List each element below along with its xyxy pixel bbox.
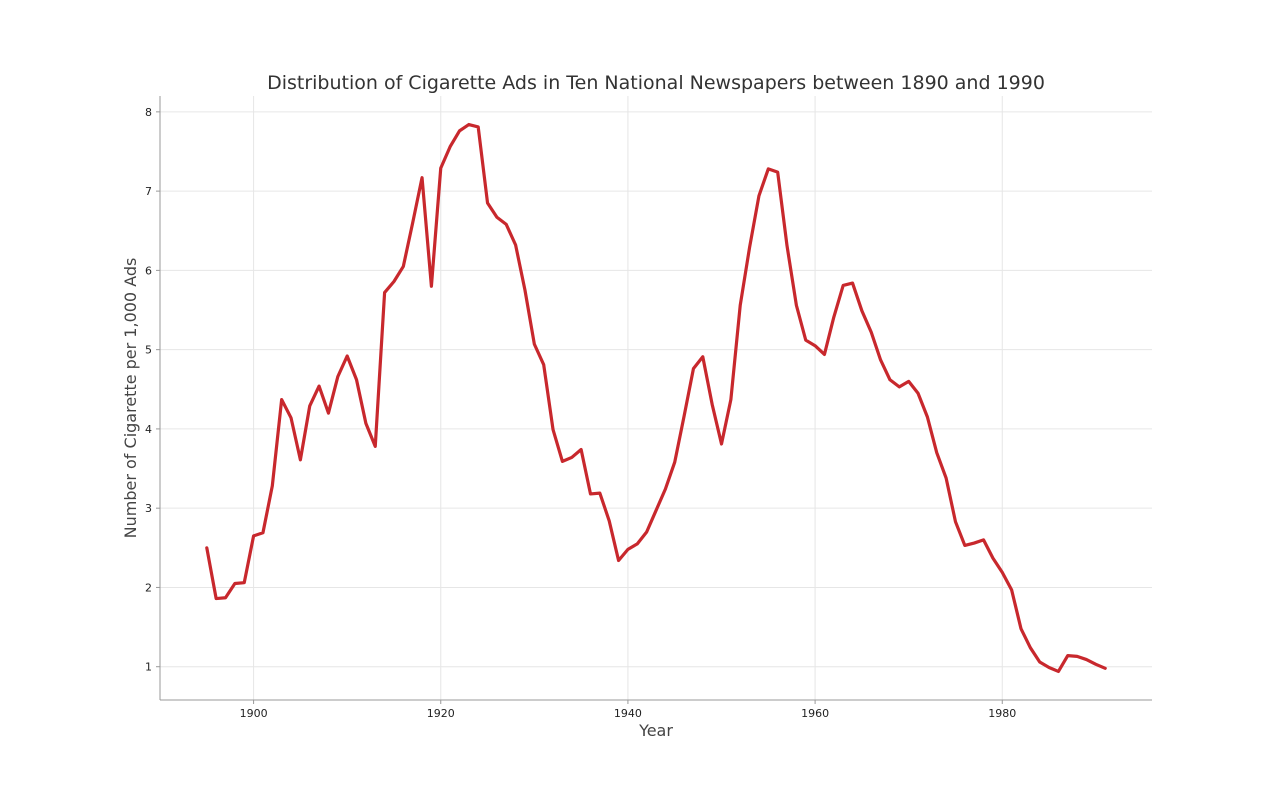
y-tick-label: 1 [145,661,152,674]
y-tick-label: 8 [145,106,152,119]
x-tick-label: 1980 [988,707,1016,720]
y-axis-ticks: 1 2 3 4 5 6 7 8 [145,106,160,674]
x-axis-label: Year [638,721,673,740]
y-tick-label: 7 [145,185,152,198]
series-layer [205,122,1107,674]
y-tick-label: 6 [145,264,152,277]
horizontal-gridlines [160,111,1152,668]
chart-title: Distribution of Cigarette Ads in Ten Nat… [267,72,1045,94]
series-line-0 [205,122,1107,674]
x-tick-label: 1900 [240,707,268,720]
x-axis-ticks: 1900 1920 1940 1960 1980 [240,700,1016,720]
y-axis-label: Number of Cigarette per 1,000 Ads [121,258,140,539]
vertical-gridlines [253,96,1003,700]
y-tick-label: 2 [145,581,152,594]
x-tick-label: 1940 [614,707,642,720]
x-tick-label: 1960 [801,707,829,720]
y-tick-label: 3 [145,502,152,515]
y-tick-label: 4 [145,423,152,436]
y-tick-label: 5 [145,344,152,357]
x-tick-label: 1920 [427,707,455,720]
